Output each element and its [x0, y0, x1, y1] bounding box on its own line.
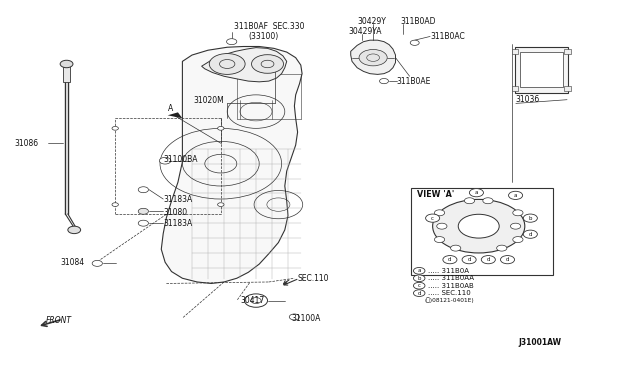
Text: 30429YA: 30429YA	[349, 27, 382, 36]
Text: d: d	[448, 257, 452, 262]
Circle shape	[435, 210, 445, 216]
Circle shape	[524, 214, 538, 222]
Text: d: d	[529, 232, 532, 237]
Circle shape	[435, 237, 445, 243]
Text: 311B0AC: 311B0AC	[430, 32, 465, 41]
Polygon shape	[161, 46, 302, 283]
Circle shape	[469, 189, 483, 197]
Polygon shape	[351, 40, 396, 74]
Text: A: A	[168, 104, 173, 113]
Circle shape	[413, 275, 425, 282]
Text: c: c	[418, 283, 420, 288]
Circle shape	[413, 282, 425, 289]
Text: a: a	[475, 190, 478, 195]
Bar	[512, 86, 518, 91]
Circle shape	[112, 126, 118, 130]
Circle shape	[483, 198, 493, 204]
Text: (33100): (33100)	[248, 32, 278, 41]
Text: d: d	[467, 257, 471, 262]
Circle shape	[509, 191, 523, 199]
Circle shape	[410, 40, 419, 45]
Circle shape	[436, 223, 447, 229]
Circle shape	[60, 60, 73, 68]
Text: SEC.110: SEC.110	[298, 274, 329, 283]
Bar	[63, 66, 70, 82]
Text: b: b	[529, 216, 532, 221]
Text: 31084: 31084	[61, 258, 85, 267]
Bar	[564, 49, 571, 54]
Bar	[564, 86, 571, 91]
Circle shape	[458, 214, 499, 238]
Circle shape	[227, 39, 237, 45]
Circle shape	[138, 208, 148, 214]
Circle shape	[138, 220, 148, 226]
Bar	[520, 52, 563, 87]
Circle shape	[359, 49, 387, 66]
Text: ..... 311B0AB: ..... 311B0AB	[428, 283, 474, 289]
Text: VIEW 'A': VIEW 'A'	[417, 190, 454, 199]
Text: 31100BA: 31100BA	[163, 155, 198, 164]
Text: 30429Y: 30429Y	[357, 17, 386, 26]
Circle shape	[112, 203, 118, 206]
Circle shape	[244, 294, 268, 307]
Text: ..... SEC.110: ..... SEC.110	[428, 290, 471, 296]
Circle shape	[465, 198, 475, 204]
Bar	[515, 46, 568, 93]
Text: a: a	[417, 268, 421, 273]
Text: 311B0AF  SEC.330: 311B0AF SEC.330	[234, 22, 304, 31]
Circle shape	[511, 223, 521, 229]
Bar	[512, 49, 518, 54]
Text: 31100A: 31100A	[291, 314, 321, 323]
Text: FRONT: FRONT	[46, 316, 72, 325]
Text: 311B0AE: 311B0AE	[397, 77, 431, 86]
Text: 31183A: 31183A	[163, 219, 193, 228]
Bar	[411, 188, 553, 275]
Circle shape	[462, 256, 476, 264]
Text: ..... 311B0AA: ..... 311B0AA	[428, 275, 474, 281]
Circle shape	[500, 256, 515, 264]
Circle shape	[497, 245, 507, 251]
Circle shape	[380, 78, 388, 84]
Circle shape	[289, 314, 300, 320]
Text: 311B0AD: 311B0AD	[400, 17, 435, 26]
Text: J31001AW: J31001AW	[518, 338, 561, 347]
Text: a: a	[514, 193, 517, 198]
Text: 31020M: 31020M	[193, 96, 224, 105]
Circle shape	[252, 55, 284, 73]
Text: ..... 311B0A: ..... 311B0A	[428, 268, 469, 274]
Text: 30417: 30417	[240, 296, 264, 305]
Circle shape	[251, 298, 261, 304]
Text: (Ⓑ)08121-0401E): (Ⓑ)08121-0401E)	[424, 298, 474, 304]
Polygon shape	[202, 48, 287, 82]
Text: 31183A: 31183A	[163, 195, 193, 203]
Text: d: d	[417, 291, 421, 296]
Circle shape	[443, 256, 457, 264]
Text: 31080: 31080	[163, 208, 188, 217]
Circle shape	[159, 157, 171, 164]
Circle shape	[68, 226, 81, 234]
Circle shape	[218, 126, 224, 130]
Polygon shape	[168, 112, 182, 118]
Circle shape	[218, 203, 224, 206]
Circle shape	[524, 230, 538, 238]
Circle shape	[209, 54, 245, 74]
Text: c: c	[431, 216, 434, 221]
Text: d: d	[506, 257, 509, 262]
Text: 31036: 31036	[516, 95, 540, 104]
Circle shape	[433, 199, 525, 253]
Circle shape	[513, 210, 523, 216]
Circle shape	[426, 214, 440, 222]
Circle shape	[413, 267, 425, 274]
Circle shape	[513, 237, 523, 243]
Circle shape	[413, 290, 425, 296]
Text: b: b	[417, 276, 421, 281]
Circle shape	[481, 256, 495, 264]
Circle shape	[138, 187, 148, 193]
Text: 31086: 31086	[14, 139, 38, 148]
Circle shape	[451, 245, 461, 251]
Text: d: d	[486, 257, 490, 262]
Circle shape	[92, 260, 102, 266]
